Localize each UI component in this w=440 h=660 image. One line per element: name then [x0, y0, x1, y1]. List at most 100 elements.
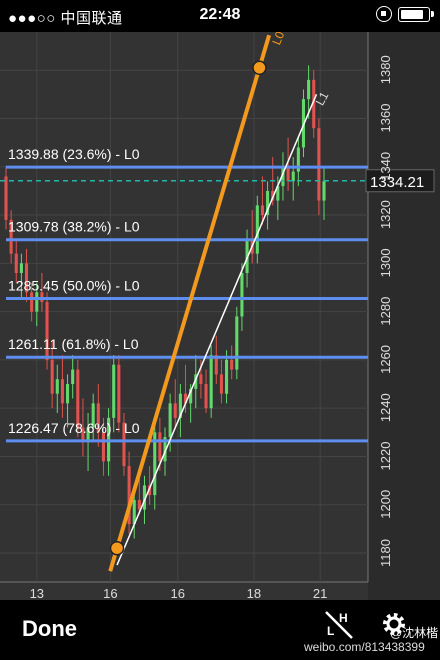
- current-price-label: 1334.21: [370, 174, 424, 191]
- y-tick-label: 1300: [378, 248, 393, 277]
- candle-body: [266, 190, 270, 216]
- candle-body: [71, 369, 75, 385]
- price-chart[interactable]: 1339.88 (23.6%) - L0 1309.78 (38.2%) - L0…: [0, 29, 440, 619]
- candle-body: [204, 384, 208, 409]
- y-tick-label: 1260: [378, 345, 393, 374]
- orange-trend-label: L0: [269, 32, 287, 47]
- x-tick-label: 21: [313, 586, 327, 600]
- chart-area[interactable]: 1339.88 (23.6%) - L0 1309.78 (38.2%) - L0…: [0, 29, 440, 619]
- candle-body: [137, 499, 141, 510]
- candle-body: [4, 176, 8, 220]
- candle-body: [219, 374, 223, 394]
- candle-body: [14, 253, 18, 273]
- candle-body: [225, 359, 229, 394]
- candle-body: [117, 364, 121, 423]
- candle-body: [189, 388, 193, 404]
- candle-body: [158, 432, 162, 462]
- status-time: 22:48: [199, 6, 241, 23]
- candle-body: [173, 403, 177, 418]
- candle-body: [230, 359, 234, 370]
- hl-l-text: L: [327, 624, 334, 638]
- x-tick-label: 18: [247, 586, 261, 600]
- candle-body: [60, 379, 64, 404]
- chart-grid: [0, 32, 440, 600]
- candle-body: [240, 272, 244, 317]
- y-tick-label: 1360: [378, 104, 393, 133]
- fib-label: 1285.45 (50.0%) - L0: [8, 277, 140, 293]
- candle-body: [76, 369, 80, 428]
- candle-body: [45, 301, 49, 360]
- hl-h-text: H: [339, 611, 348, 625]
- candle-body: [255, 205, 259, 254]
- candle-body: [168, 403, 172, 438]
- high-low-tool-icon[interactable]: H L: [322, 608, 356, 642]
- current-price-box: [365, 169, 435, 193]
- status-right: [376, 6, 434, 22]
- x-tick-label: 16: [171, 586, 185, 600]
- y-tick-label: 1220: [378, 442, 393, 471]
- candle-body: [81, 427, 85, 442]
- x-tick-label: 16: [103, 586, 117, 600]
- y-axis-panel: [368, 32, 440, 600]
- y-tick-label: 1280: [378, 297, 393, 326]
- candle-body: [307, 79, 311, 100]
- fib-label: 1226.47 (78.6%) - L0: [8, 420, 140, 436]
- candle-body: [96, 403, 100, 433]
- candle-body: [55, 379, 59, 394]
- y-tick-label: 1340: [378, 152, 393, 181]
- candle-body: [91, 403, 95, 428]
- candles: [4, 65, 326, 539]
- y-tick-label: 1240: [378, 393, 393, 422]
- candle-body: [112, 364, 116, 418]
- rotation-lock-icon: [376, 6, 392, 22]
- gear-icon[interactable]: [378, 608, 410, 640]
- bottom-toolbar: Done: [0, 600, 440, 660]
- candle-body: [296, 147, 300, 172]
- candle-body: [24, 263, 29, 293]
- candle-body: [101, 432, 105, 462]
- candle-body: [142, 485, 147, 510]
- candle-body: [148, 485, 152, 496]
- y-tick-label: 1200: [378, 490, 393, 519]
- x-tick-label: 13: [30, 586, 44, 600]
- candle-body: [86, 427, 90, 442]
- candle-body: [50, 359, 54, 394]
- candle-body: [317, 128, 321, 201]
- white-trend-label: L1: [313, 89, 332, 108]
- candle-body: [322, 181, 326, 201]
- watermark-text: weibo.com/813438399: [304, 640, 425, 654]
- candle-body: [291, 171, 295, 182]
- fib-label: 1339.88 (23.6%) - L0: [8, 146, 140, 162]
- trend-handle-low: [109, 540, 125, 556]
- candle-body: [199, 374, 203, 385]
- carrier-signal: ●●●○○ 中国联通: [8, 10, 123, 27]
- candle-body: [286, 166, 290, 182]
- candle-body: [19, 263, 23, 273]
- candle-body: [245, 239, 249, 273]
- y-tick-label: 1320: [378, 200, 393, 229]
- candle-body: [122, 422, 126, 467]
- candle-body: [35, 292, 39, 312]
- fib-label: 1261.11 (61.8%) - L0: [8, 336, 139, 352]
- trend-lines: L1 L0: [108, 29, 332, 572]
- candle-body: [153, 432, 157, 496]
- done-button[interactable]: Done: [22, 616, 77, 641]
- candle-body: [260, 205, 264, 216]
- fib-levels: 1339.88 (23.6%) - L0 1309.78 (38.2%) - L0…: [0, 146, 435, 443]
- candle-body: [281, 166, 285, 187]
- hl-diagonal: [325, 611, 353, 639]
- candle-body: [9, 219, 13, 254]
- candle-body: [127, 466, 131, 525]
- battery-icon: [398, 6, 434, 22]
- y-tick-label: 1180: [378, 539, 393, 567]
- candle-body: [163, 437, 167, 462]
- watermark-name: @沈林楷: [390, 626, 439, 640]
- white-trend-line: [116, 94, 318, 566]
- candle-body: [312, 79, 316, 129]
- candle-body: [235, 316, 239, 370]
- chart-background: [0, 32, 440, 600]
- candle-body: [209, 355, 213, 409]
- y-tick-label: 1380: [378, 55, 393, 84]
- candle-body: [214, 355, 218, 375]
- candle-body: [178, 393, 182, 418]
